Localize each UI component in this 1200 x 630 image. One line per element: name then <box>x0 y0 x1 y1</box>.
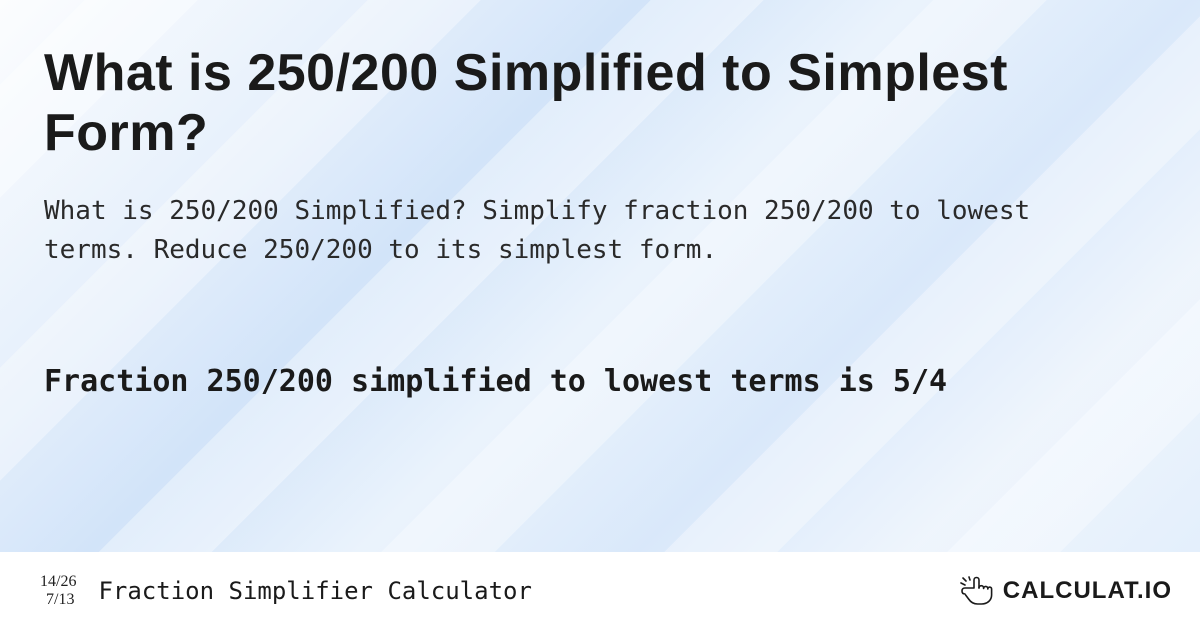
fraction-icon-top: 14/26 <box>40 573 76 591</box>
tool-name: Fraction Simplifier Calculator <box>98 577 531 605</box>
main-content: What is 250/200 Simplified to Simplest F… <box>0 0 1200 630</box>
footer-left: 14/26 7/13 Fraction Simplifier Calculato… <box>40 573 532 608</box>
result-text: Fraction 250/200 simplified to lowest te… <box>44 360 1094 404</box>
footer-bar: 14/26 7/13 Fraction Simplifier Calculato… <box>0 552 1200 630</box>
brand: CALCULAT.IO <box>959 576 1172 606</box>
hand-pointing-icon <box>959 576 993 606</box>
brand-text: CALCULAT.IO <box>1003 577 1172 605</box>
page-title: What is 250/200 Simplified to Simplest F… <box>44 44 1156 164</box>
page-description: What is 250/200 Simplified? Simplify fra… <box>44 192 1094 270</box>
fraction-icon-bottom: 7/13 <box>46 591 74 609</box>
fraction-icon: 14/26 7/13 <box>40 573 76 608</box>
